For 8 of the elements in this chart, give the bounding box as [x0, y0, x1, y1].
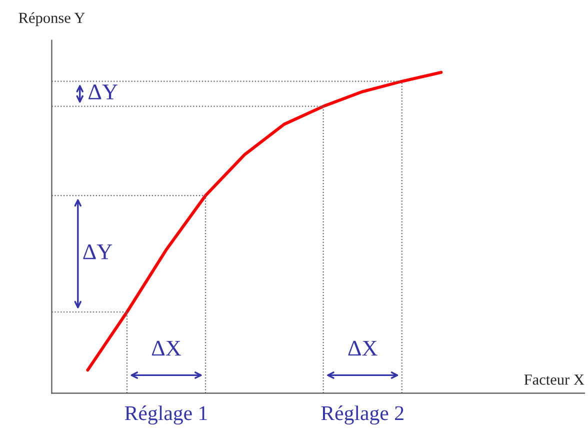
- x-axis-title: Facteur X: [524, 374, 584, 385]
- annotation: ΔX: [348, 340, 378, 356]
- annotation: ΔY: [88, 84, 118, 100]
- annotation: ΔX: [152, 340, 182, 356]
- text: Réglage 2: [321, 406, 404, 425]
- text: Réglage 1: [124, 406, 207, 425]
- annotation: ΔY: [83, 244, 112, 260]
- y-axis-title: Réponse Y: [18, 12, 85, 26]
